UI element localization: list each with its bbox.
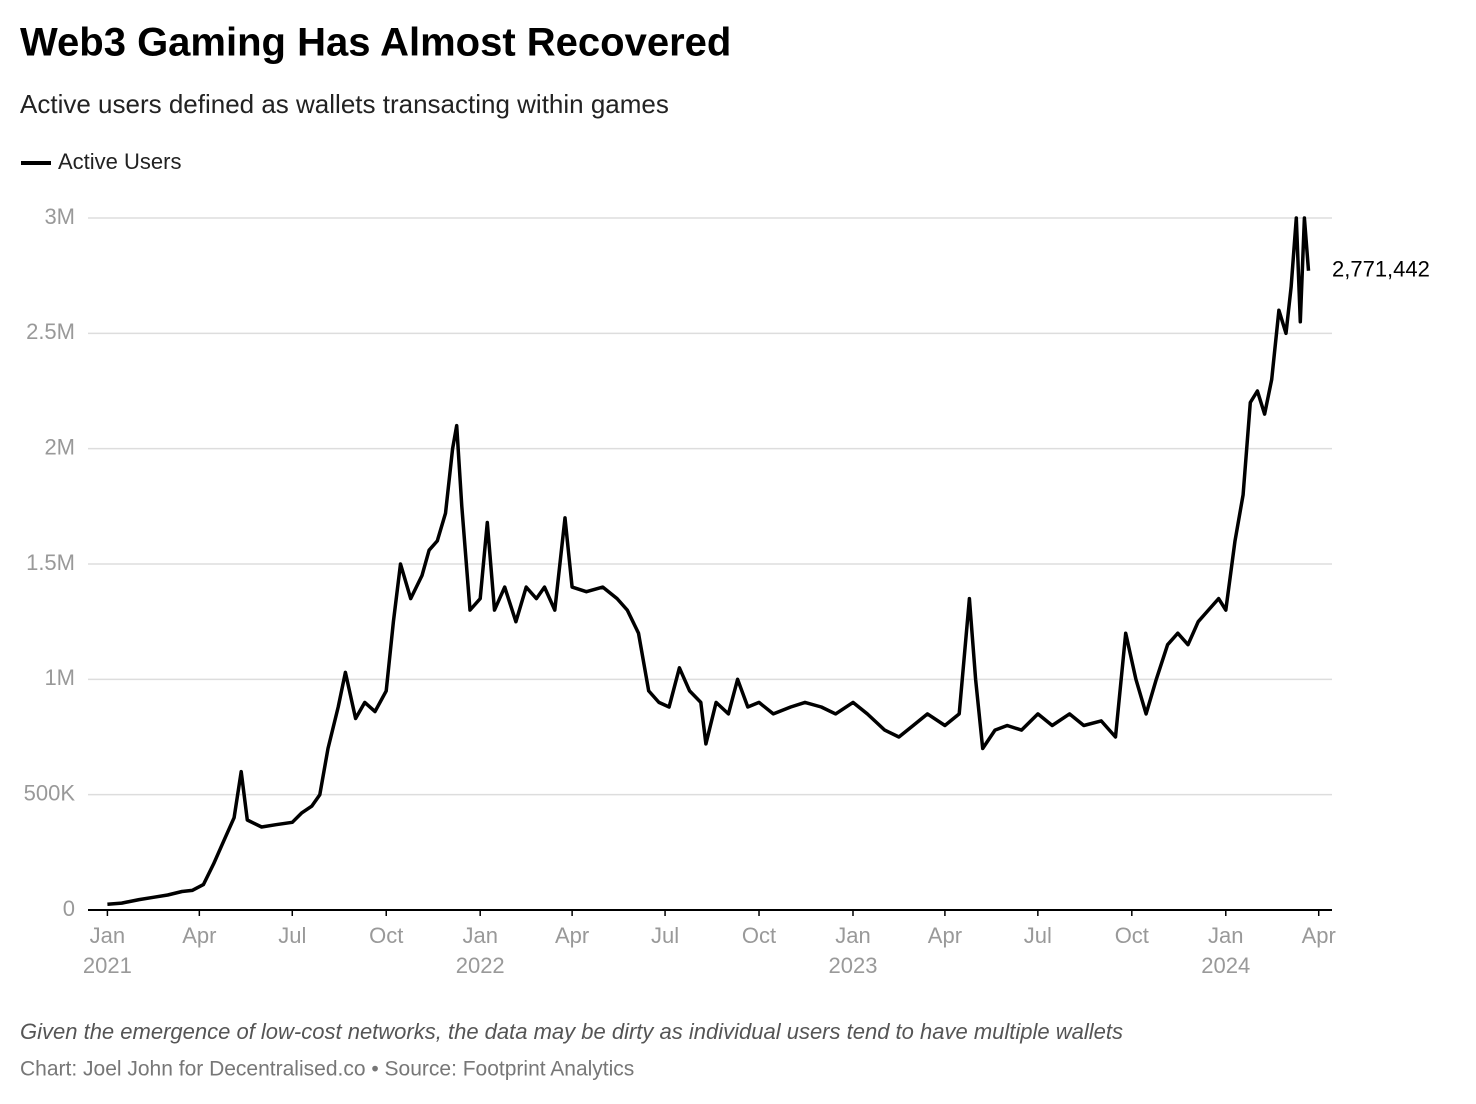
legend-label: Active Users: [58, 149, 181, 174]
value-label: 2,771,442: [1332, 257, 1430, 282]
x-tick-label: Apr: [928, 923, 962, 948]
y-tick-label: 2.5M: [26, 319, 75, 344]
y-tick-label: 1M: [44, 665, 75, 690]
x-tick-label: Jan: [835, 923, 870, 948]
x-tick-year: 2024: [1201, 953, 1250, 978]
x-tick-label: Jan: [90, 923, 125, 948]
x-tick-year: 2022: [456, 953, 505, 978]
y-tick-label: 500K: [24, 780, 76, 805]
x-tick-label: Jan: [1208, 923, 1243, 948]
y-tick-label: 1.5M: [26, 550, 75, 575]
x-tick-label: Apr: [182, 923, 216, 948]
y-tick-label: 0: [63, 896, 75, 921]
x-tick-year: 2021: [83, 953, 132, 978]
x-tick-label: Jul: [651, 923, 679, 948]
x-tick-label: Oct: [742, 923, 776, 948]
chart-source: Chart: Joel John for Decentralised.co • …: [20, 1058, 634, 1081]
x-tick-label: Jul: [1024, 923, 1052, 948]
y-tick-label: 3M: [44, 204, 75, 229]
line: [107, 216, 1311, 906]
x-tick-label: Jul: [278, 923, 306, 948]
chart-note: Given the emergence of low-cost networks…: [20, 1019, 1123, 1044]
x-tick-label: Apr: [555, 923, 589, 948]
x-tick-year: 2023: [829, 953, 878, 978]
x-tick-label: Oct: [1115, 923, 1149, 948]
y-tick-label: 2M: [44, 434, 75, 459]
x-tick-label: Oct: [369, 923, 403, 948]
chart-title: Web3 Gaming Has Almost Recovered: [20, 21, 731, 65]
x-tick-label: Apr: [1302, 923, 1336, 948]
chart-subtitle: Active users defined as wallets transact…: [20, 89, 669, 119]
x-tick-label: Jan: [462, 923, 497, 948]
